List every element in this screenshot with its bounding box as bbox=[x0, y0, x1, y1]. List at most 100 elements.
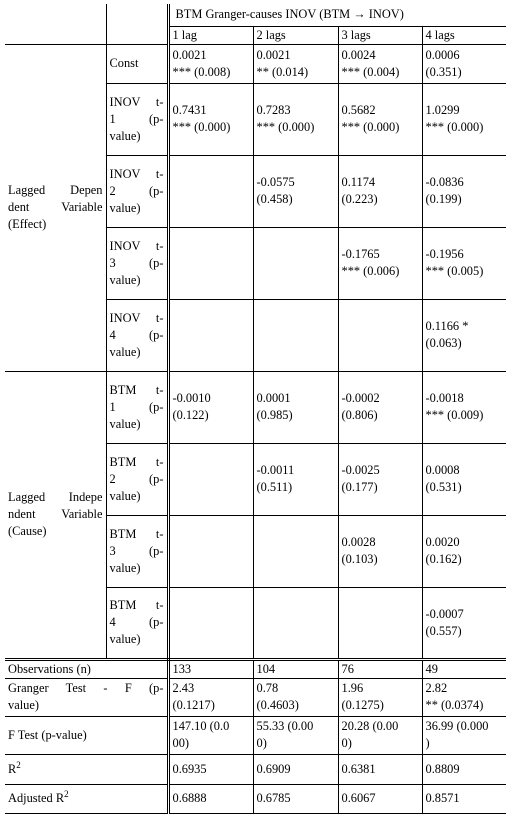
coef-cell: 0.0008 (0.531) bbox=[422, 443, 507, 516]
row-label-btm-4: BTM t- 4 (p- value) bbox=[106, 587, 170, 661]
stat-value-cont: 0) bbox=[341, 736, 352, 750]
coef-value: -0.0011 bbox=[256, 463, 295, 477]
coef-cell: 0.0021 ** (0.014) bbox=[253, 44, 339, 84]
stat-cell: 0.6381 bbox=[338, 754, 423, 785]
coef-pvalue: (0.063) bbox=[425, 336, 462, 350]
var-t: t- bbox=[155, 598, 164, 612]
row-label-adj-r2: Adjusted R2 bbox=[5, 784, 170, 814]
coef-cell: -0.0025 (0.177) bbox=[338, 443, 423, 516]
stat-cell: 0.8809 bbox=[422, 754, 507, 785]
coef-cell: 0.1174 (0.223) bbox=[338, 155, 423, 228]
row-label-inov-3: INOV t- 3 (p- value) bbox=[106, 227, 170, 300]
var-lag: 3 bbox=[109, 543, 116, 558]
coef-cell: 0.0024 *** (0.004) bbox=[338, 44, 423, 84]
coef-value: -0.0836 bbox=[425, 175, 464, 189]
coef-pvalue: (0.557) bbox=[425, 623, 462, 638]
stat-value: 55.33 (0.00 bbox=[256, 719, 314, 733]
var-p: (p- bbox=[149, 615, 164, 629]
granger-table: BTM Granger-causes INOV (BTM → INOV) 1 l… bbox=[5, 4, 507, 814]
coef-value: 0.0024 bbox=[341, 47, 376, 62]
stat-cell: 0.8571 bbox=[422, 784, 507, 814]
stat-value: 0.78 bbox=[256, 681, 279, 695]
stat-cell: 20.28 (0.00 0) bbox=[338, 716, 423, 755]
coef-cell bbox=[168, 515, 254, 588]
var-p: (p- bbox=[149, 471, 164, 486]
var-value: value) bbox=[109, 632, 141, 646]
coef-cell bbox=[168, 443, 254, 516]
coef-cell: -0.0836 (0.199) bbox=[422, 155, 507, 228]
group-label-line: ndent Variable bbox=[8, 507, 103, 521]
var-name: BTM bbox=[109, 526, 137, 541]
stat-value-cont: 0) bbox=[256, 736, 267, 750]
stat-cell: 104 bbox=[253, 659, 339, 679]
corner-cell bbox=[5, 26, 107, 45]
coef-value: -0.0010 bbox=[172, 391, 211, 405]
var-t: t- bbox=[155, 382, 164, 397]
stat-pvalue: (0.4603) bbox=[256, 698, 299, 712]
coef-pvalue: ** (0.014) bbox=[256, 64, 309, 79]
stat-value: 2.82 bbox=[425, 681, 448, 695]
coef-pvalue: *** (0.000) bbox=[256, 120, 315, 134]
stat-cell: 2.82 ** (0.0374) bbox=[422, 678, 507, 717]
coef-cell bbox=[168, 155, 254, 228]
var-value: value) bbox=[109, 416, 141, 431]
coef-value: 0.7283 bbox=[256, 103, 291, 117]
var-value: value) bbox=[109, 560, 141, 575]
r2-label: R bbox=[8, 761, 17, 776]
stat-cell: 0.6935 bbox=[168, 754, 254, 785]
coef-value: 1.0299 bbox=[425, 103, 460, 117]
coef-cell: -0.1765 *** (0.006) bbox=[338, 227, 423, 300]
coef-pvalue: (0.531) bbox=[425, 480, 462, 494]
coef-cell bbox=[253, 587, 339, 661]
row-label-btm-1: BTM t- 1 (p- value) bbox=[106, 371, 170, 444]
coef-value: 0.0006 bbox=[425, 47, 460, 62]
var-name: INOV bbox=[109, 166, 141, 181]
coef-cell bbox=[168, 227, 254, 300]
var-value: value) bbox=[109, 200, 141, 215]
coef-pvalue: *** (0.008) bbox=[172, 64, 231, 79]
corner-cell bbox=[5, 4, 107, 26]
coef-pvalue: (0.162) bbox=[425, 552, 462, 566]
coef-cell: 0.0028 (0.103) bbox=[338, 515, 423, 588]
coef-pvalue: (0.177) bbox=[341, 480, 378, 494]
group-label-line: (Effect) bbox=[8, 217, 47, 231]
stat-value-cont: 00) bbox=[172, 736, 190, 750]
row-label-const: Const bbox=[106, 44, 170, 84]
coef-cell bbox=[253, 515, 339, 588]
var-lag: 1 bbox=[109, 399, 116, 414]
coef-value: -0.0025 bbox=[341, 463, 380, 477]
stat-cell: 0.6888 bbox=[168, 784, 254, 814]
stat-cell: 147.10 (0.0 00) bbox=[168, 716, 254, 755]
coef-cell: 0.0021 *** (0.008) bbox=[168, 44, 254, 84]
coef-cell: -0.1956 *** (0.005) bbox=[422, 227, 507, 300]
var-value: value) bbox=[109, 344, 141, 359]
var-t: t- bbox=[155, 94, 164, 109]
var-lag: 3 bbox=[109, 255, 116, 270]
granger-label-part: Granger Test - F bbox=[8, 681, 132, 695]
group-label-line: (Cause) bbox=[8, 524, 47, 538]
lag-header: 3 lags bbox=[338, 26, 423, 45]
stat-cell: 55.33 (0.00 0) bbox=[253, 716, 339, 755]
lag-header: 4 lags bbox=[422, 26, 507, 45]
coef-pvalue: *** (0.000) bbox=[172, 120, 231, 134]
group-label-independent: Lagged Indepe ndent Variable (Cause) bbox=[5, 371, 107, 661]
group-header: BTM Granger-causes INOV (BTM → INOV) bbox=[168, 4, 507, 27]
coef-cell: 1.0299 *** (0.000) bbox=[422, 83, 507, 156]
stat-value: 20.28 (0.00 bbox=[341, 719, 399, 733]
coef-cell: -0.0002 (0.806) bbox=[338, 371, 423, 444]
coef-pvalue: (0.103) bbox=[341, 552, 378, 566]
lag-header: 2 lags bbox=[253, 26, 339, 45]
var-name: INOV bbox=[109, 94, 141, 109]
coef-value: 0.5682 bbox=[341, 103, 376, 117]
coef-cell bbox=[338, 587, 423, 661]
coef-value: -0.1956 bbox=[425, 247, 464, 261]
stat-cell: 36.99 (0.000) bbox=[422, 716, 507, 755]
var-name: BTM bbox=[109, 598, 137, 612]
group-label-line: dent Variable bbox=[8, 200, 103, 214]
stat-pvalue: ** (0.0374) bbox=[425, 698, 484, 712]
corner-cell bbox=[106, 4, 170, 26]
var-name: INOV bbox=[109, 310, 141, 325]
var-value: value) bbox=[109, 128, 141, 143]
coef-value: -0.0007 bbox=[425, 606, 464, 621]
stat-pvalue: (0.1217) bbox=[172, 698, 215, 712]
